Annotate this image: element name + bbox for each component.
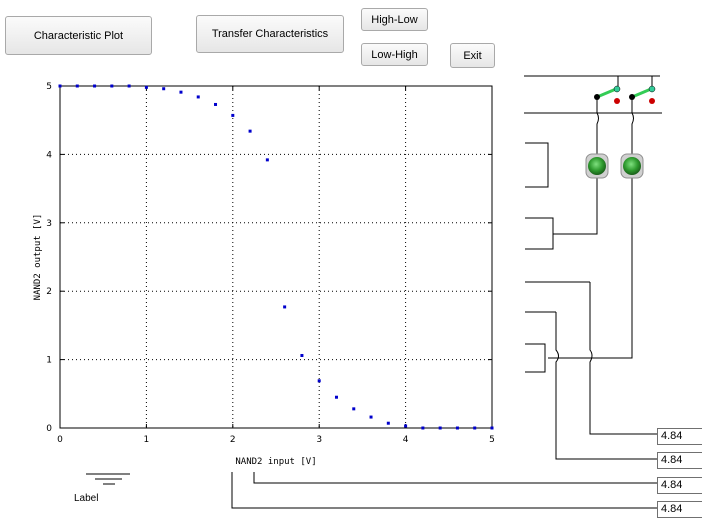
data-point <box>438 426 442 430</box>
data-point <box>421 426 425 430</box>
high-low-button[interactable]: High-Low <box>361 8 428 31</box>
exit-button[interactable]: Exit <box>450 43 495 68</box>
data-point <box>300 353 304 357</box>
data-point <box>248 129 252 133</box>
switch-1-pivot <box>594 94 600 100</box>
data-point <box>490 426 494 430</box>
x-tick-label: 2 <box>230 435 236 445</box>
characteristic-plot-button[interactable]: Characteristic Plot <box>5 16 152 55</box>
ground-label: Label <box>74 493 99 504</box>
data-point <box>196 95 200 99</box>
data-point <box>317 379 321 383</box>
y-tick-label: 1 <box>46 356 52 366</box>
x-tick-label: 1 <box>144 435 150 445</box>
x-axis-label: NAND2 input [V] <box>235 457 316 467</box>
data-point <box>93 84 97 88</box>
output-value-1[interactable]: 4.84 <box>657 428 702 445</box>
x-tick-label: 4 <box>403 435 409 445</box>
data-point <box>179 90 183 94</box>
y-axis-label: NAND2 output [V] <box>33 214 43 301</box>
data-point <box>214 102 218 106</box>
low-high-button[interactable]: Low-High <box>361 43 428 66</box>
data-point <box>162 87 166 91</box>
data-point <box>455 426 459 430</box>
data-point <box>283 305 287 309</box>
output-value-4[interactable]: 4.84 <box>657 501 702 518</box>
data-point <box>386 421 390 425</box>
switch-1-lever[interactable] <box>596 87 617 99</box>
y-tick-label: 5 <box>46 82 52 92</box>
data-point <box>144 85 148 89</box>
y-tick-label: 4 <box>46 150 52 160</box>
data-point <box>404 424 408 428</box>
switch-2-on-contact <box>648 85 656 93</box>
switch-2-pivot <box>629 94 635 100</box>
led-1-indicator <box>588 157 606 175</box>
x-tick-label: 0 <box>57 435 63 445</box>
y-tick-label: 3 <box>46 219 52 229</box>
data-point <box>231 113 235 117</box>
y-tick-label: 0 <box>46 424 52 434</box>
switch-2-off-contact <box>649 98 655 104</box>
data-point <box>127 84 131 88</box>
x-tick-label: 5 <box>489 435 495 445</box>
plot-frame <box>59 85 493 429</box>
output-value-2[interactable]: 4.84 <box>657 452 702 469</box>
data-point <box>352 407 356 411</box>
data-point <box>473 426 477 430</box>
switch-1-on-contact <box>613 85 621 93</box>
switch-2-lever[interactable] <box>631 87 652 99</box>
x-tick-label: 3 <box>316 435 322 445</box>
transfer-characteristics-button[interactable]: Transfer Characteristics <box>196 15 344 53</box>
data-point <box>58 84 62 88</box>
data-point <box>265 158 269 162</box>
transfer-characteristic-plot: 0 1 2 3 4 5 0 1 2 3 4 5 NAND2 input [V] NAND2 outpu… <box>33 82 495 467</box>
data-point <box>75 84 79 88</box>
switch-1-off-contact <box>614 98 620 104</box>
led-2-indicator <box>623 157 641 175</box>
data-point <box>369 415 373 419</box>
data-point <box>334 395 338 399</box>
output-value-3[interactable]: 4.84 <box>657 477 702 494</box>
y-tick-label: 2 <box>46 287 52 297</box>
data-point <box>110 84 114 88</box>
